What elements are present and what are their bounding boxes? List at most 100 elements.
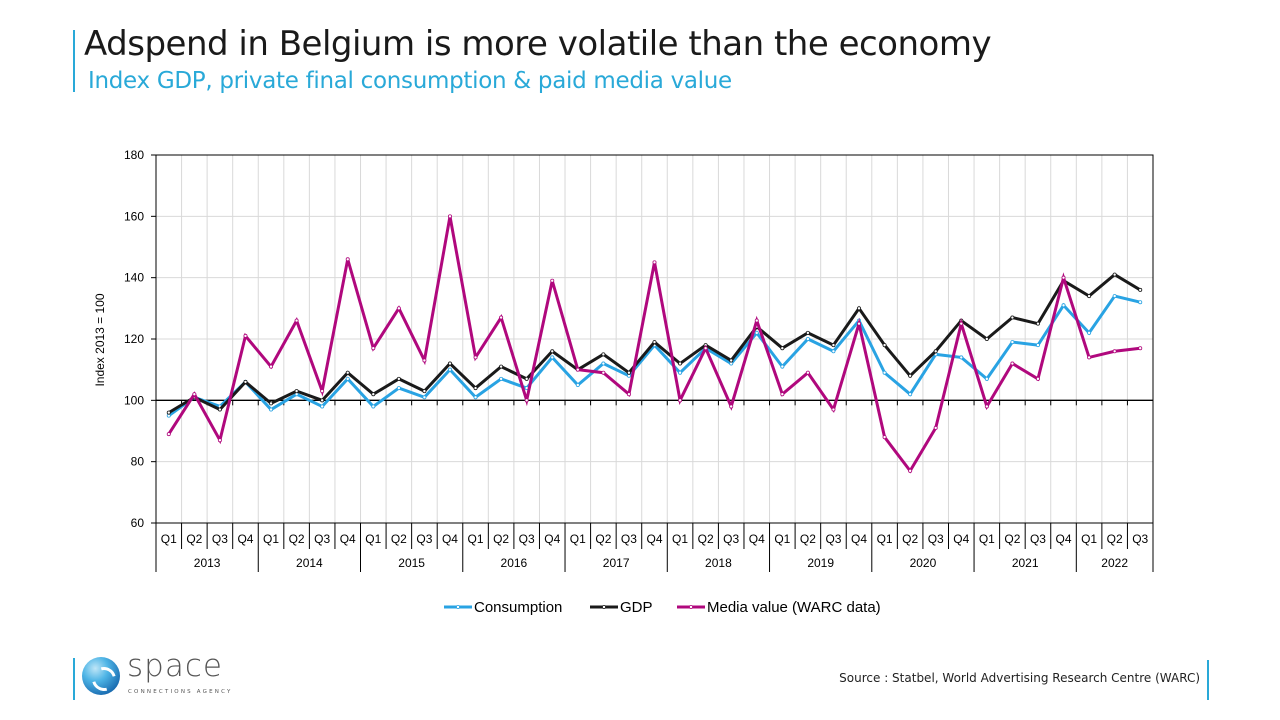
title-accent-bar [73,30,75,92]
year-label: 2017 [603,556,630,570]
data-point-gdp [601,352,606,357]
data-point-media-value-warc-data [703,346,708,351]
data-point-media-value-warc-data [959,321,964,326]
data-point-consumption [422,395,427,400]
data-point-gdp [652,340,657,345]
data-point-consumption [473,395,478,400]
y-axis-ticks: 60 80 100 120 140 160 180 [124,148,156,530]
data-point-consumption [831,349,836,354]
data-point-gdp [166,410,171,415]
data-point-media-value-warc-data [166,432,171,437]
x-tick-label: Q3 [723,532,739,546]
data-point-media-value-warc-data [243,333,248,338]
y-tick-label: 140 [124,271,144,285]
data-point-gdp [473,386,478,391]
x-axis: Q1 Q2 Q3 Q4 Q1 Q2 Q3 Q4 Q1 Q2 Q3 Q4 Q1 Q2 Q3 Q4 Q1 Q2 Q3 Q4… [155,523,1154,572]
data-point-media-value-warc-data [601,370,606,375]
data-point-gdp [217,407,222,412]
data-point-media-value-warc-data [678,398,683,403]
data-point-media-value-warc-data [550,278,555,283]
data-point-consumption [678,370,683,375]
x-tick-label: Q1 [263,532,279,546]
data-point-consumption [1138,300,1143,305]
data-point-gdp [294,389,299,394]
data-point-consumption [882,370,887,375]
data-point-gdp [550,349,555,354]
year-label: 2022 [1101,556,1128,570]
x-tick-label: Q3 [314,532,330,546]
data-point-gdp [729,358,734,363]
x-tick-label: Q1 [570,532,586,546]
x-tick-label: Q3 [1132,532,1148,546]
x-tick-label: Q3 [928,532,944,546]
x-tick-label: Q3 [212,532,228,546]
data-point-gdp [882,343,887,348]
data-point-gdp [1112,272,1117,277]
x-tick-label: Q3 [519,532,535,546]
data-point-media-value-warc-data [882,435,887,440]
data-point-gdp [984,336,989,341]
data-point-gdp [371,392,376,397]
data-point-media-value-warc-data [780,392,785,397]
data-point-gdp [269,401,274,406]
data-point-consumption [345,376,350,381]
data-point-gdp [780,346,785,351]
data-point-gdp [626,370,631,375]
y-tick-label: 80 [131,455,145,469]
data-point-media-value-warc-data [857,321,862,326]
data-point-gdp [396,376,401,381]
data-point-gdp [243,379,248,384]
source-accent-bar [1207,660,1209,700]
legend-label: GDP [620,599,653,616]
x-tick-label: Q3 [621,532,637,546]
data-point-media-value-warc-data [217,438,222,443]
data-point-gdp [1035,321,1040,326]
data-point-media-value-warc-data [984,404,989,409]
x-tick-label: Q1 [672,532,688,546]
data-point-media-value-warc-data [447,214,452,219]
data-point-media-value-warc-data [1061,275,1066,280]
data-point-media-value-warc-data [294,318,299,323]
year-label: 2013 [194,556,221,570]
data-point-consumption [1061,303,1066,308]
year-label: 2020 [910,556,937,570]
data-point-media-value-warc-data [1010,361,1015,366]
y-tick-label: 180 [124,148,144,162]
x-tick-label: Q4 [851,532,867,546]
data-point-consumption [908,392,913,397]
data-point-media-value-warc-data [1112,349,1117,354]
x-tick-label: Q4 [442,532,458,546]
page-title: Adspend in Belgium is more volatile than… [84,24,992,64]
data-point-media-value-warc-data [345,257,350,262]
gridlines [155,154,1154,524]
data-point-media-value-warc-data [499,315,504,320]
data-point-consumption [269,407,274,412]
data-point-media-value-warc-data [192,392,197,397]
legend-marker [455,605,460,610]
year-label: 2014 [296,556,323,570]
legend-marker [689,605,694,610]
x-tick-label: Q1 [161,532,177,546]
logo-accent-bar [73,658,75,700]
data-point-consumption [601,361,606,366]
legend: Consumption GDP Media value (WARC data) [444,599,881,616]
y-tick-label: 60 [131,516,145,530]
data-point-gdp [447,361,452,366]
logo-tagline: CONNECTIONS AGENCY [128,689,233,695]
data-point-media-value-warc-data [396,306,401,311]
x-tick-label: Q4 [237,532,253,546]
x-tick-label: Q4 [953,532,969,546]
y-tick-label: 120 [124,332,144,346]
x-tick-label: Q2 [493,532,509,546]
x-tick-label: Q2 [698,532,714,546]
data-point-media-value-warc-data [933,425,938,430]
data-point-consumption [575,382,580,387]
logo-wordmark: space [127,648,223,684]
x-tick-label: Q1 [1081,532,1097,546]
data-point-consumption [320,404,325,409]
x-tick-label: Q2 [186,532,202,546]
data-point-consumption [780,364,785,369]
data-point-gdp [678,361,683,366]
data-point-gdp [933,349,938,354]
